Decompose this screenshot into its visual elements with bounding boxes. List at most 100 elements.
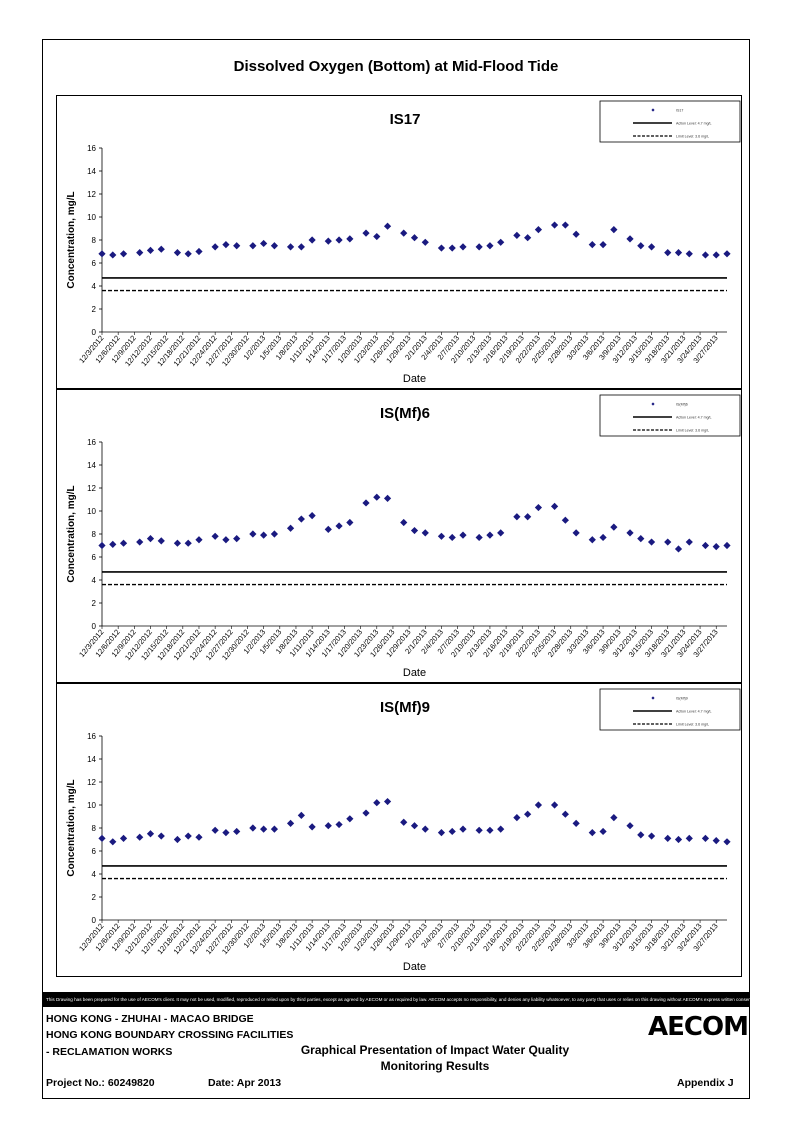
y-tick-label: 10 — [87, 507, 96, 516]
data-point — [561, 810, 569, 818]
data-point — [410, 234, 419, 242]
data-point — [260, 825, 268, 833]
data-point — [233, 242, 241, 250]
data-point — [588, 829, 596, 837]
data-point — [308, 512, 316, 520]
y-tick-label: 0 — [92, 916, 97, 925]
data-point — [561, 221, 569, 229]
data-point — [701, 834, 710, 842]
data-point — [346, 518, 354, 527]
data-point — [712, 543, 720, 551]
data-point — [270, 530, 279, 538]
data-point — [486, 242, 494, 250]
y-tick-label: 12 — [87, 484, 96, 493]
y-tick-label: 6 — [92, 553, 97, 562]
data-point — [448, 533, 456, 542]
y-tick-label: 0 — [92, 328, 97, 337]
data-point — [362, 499, 370, 507]
data-point — [497, 238, 505, 246]
y-tick-label: 0 — [92, 622, 97, 631]
data-point — [157, 832, 165, 840]
data-point — [249, 242, 257, 250]
chart-title: IS17 — [390, 111, 421, 128]
data-point — [109, 251, 117, 259]
data-point — [626, 235, 634, 243]
aecom-logo: AECOM — [648, 1012, 749, 1042]
data-point — [513, 513, 521, 521]
y-tick-label: 4 — [92, 576, 97, 585]
data-point — [222, 241, 230, 249]
data-point — [664, 834, 672, 842]
y-tick-label: 2 — [92, 305, 97, 314]
data-point — [610, 814, 618, 822]
data-point — [513, 814, 521, 822]
data-point — [475, 826, 483, 834]
data-point — [373, 799, 381, 807]
data-point — [146, 535, 155, 543]
legend-box — [599, 100, 741, 143]
data-point — [335, 236, 343, 244]
data-point — [335, 820, 343, 829]
data-point — [383, 222, 392, 230]
data-point — [637, 242, 645, 250]
x-axis-label: Date — [403, 373, 426, 385]
y-tick-label: 8 — [92, 530, 97, 539]
data-point — [459, 243, 467, 251]
legend-entry: IS(Mf)6 — [676, 403, 688, 407]
y-tick-label: 16 — [87, 144, 96, 153]
data-point — [475, 243, 483, 251]
data-point — [626, 529, 634, 537]
data-point — [674, 835, 683, 844]
data-point — [486, 531, 494, 539]
data-point — [475, 533, 483, 542]
data-point — [119, 539, 128, 547]
data-point — [270, 825, 279, 833]
footer-project-line2: HONG KONG BOUNDARY CROSSING FACILITIES — [46, 1029, 294, 1041]
data-point — [270, 242, 279, 250]
data-point — [550, 221, 559, 229]
data-point — [497, 825, 505, 833]
legend-entry: Limit Level: 3.6 mg/L — [676, 135, 709, 139]
data-point — [410, 526, 419, 535]
data-point — [119, 834, 128, 842]
y-tick-label: 10 — [87, 213, 96, 222]
data-point — [98, 541, 106, 550]
data-point — [701, 541, 710, 550]
y-tick-label: 14 — [87, 461, 96, 470]
y-tick-label: 14 — [87, 167, 96, 176]
data-point — [572, 230, 580, 238]
chart-panel-ismf6: IS(Mf)6 0 2 4 6 8 10 12 14 16 12/3/2012 12/6/2012 12… — [56, 389, 742, 683]
footer-heading-1: Graphical Presentation of Impact Water Q… — [300, 1043, 570, 1057]
data-point — [146, 246, 155, 254]
data-point — [373, 493, 381, 501]
y-axis-label: Concentration, mg/L — [66, 779, 77, 876]
data-point — [195, 833, 203, 841]
data-point — [222, 536, 230, 544]
legend-marker-series — [651, 696, 655, 700]
data-point — [308, 236, 316, 244]
data-point — [647, 243, 656, 251]
data-point — [335, 522, 343, 530]
data-point — [173, 539, 182, 547]
data-point — [712, 837, 720, 845]
y-axis-label: Concentration, mg/L — [66, 485, 77, 582]
data-point — [173, 835, 182, 844]
data-point — [664, 538, 672, 546]
data-point — [701, 251, 710, 259]
data-point — [664, 249, 672, 257]
data-point — [136, 833, 144, 841]
page-title: Dissolved Oxygen (Bottom) at Mid-Flood T… — [233, 58, 559, 75]
y-tick-label: 2 — [92, 599, 97, 608]
data-point — [184, 539, 192, 547]
data-point — [599, 241, 607, 249]
data-point — [260, 531, 268, 539]
data-point — [211, 826, 219, 834]
data-point — [410, 822, 419, 830]
footer-appendix: Appendix J — [677, 1077, 734, 1089]
data-point — [599, 827, 607, 836]
data-point — [685, 250, 693, 258]
data-point — [524, 810, 532, 818]
data-point — [572, 819, 580, 827]
y-tick-label: 8 — [92, 824, 97, 833]
data-point — [437, 829, 446, 837]
